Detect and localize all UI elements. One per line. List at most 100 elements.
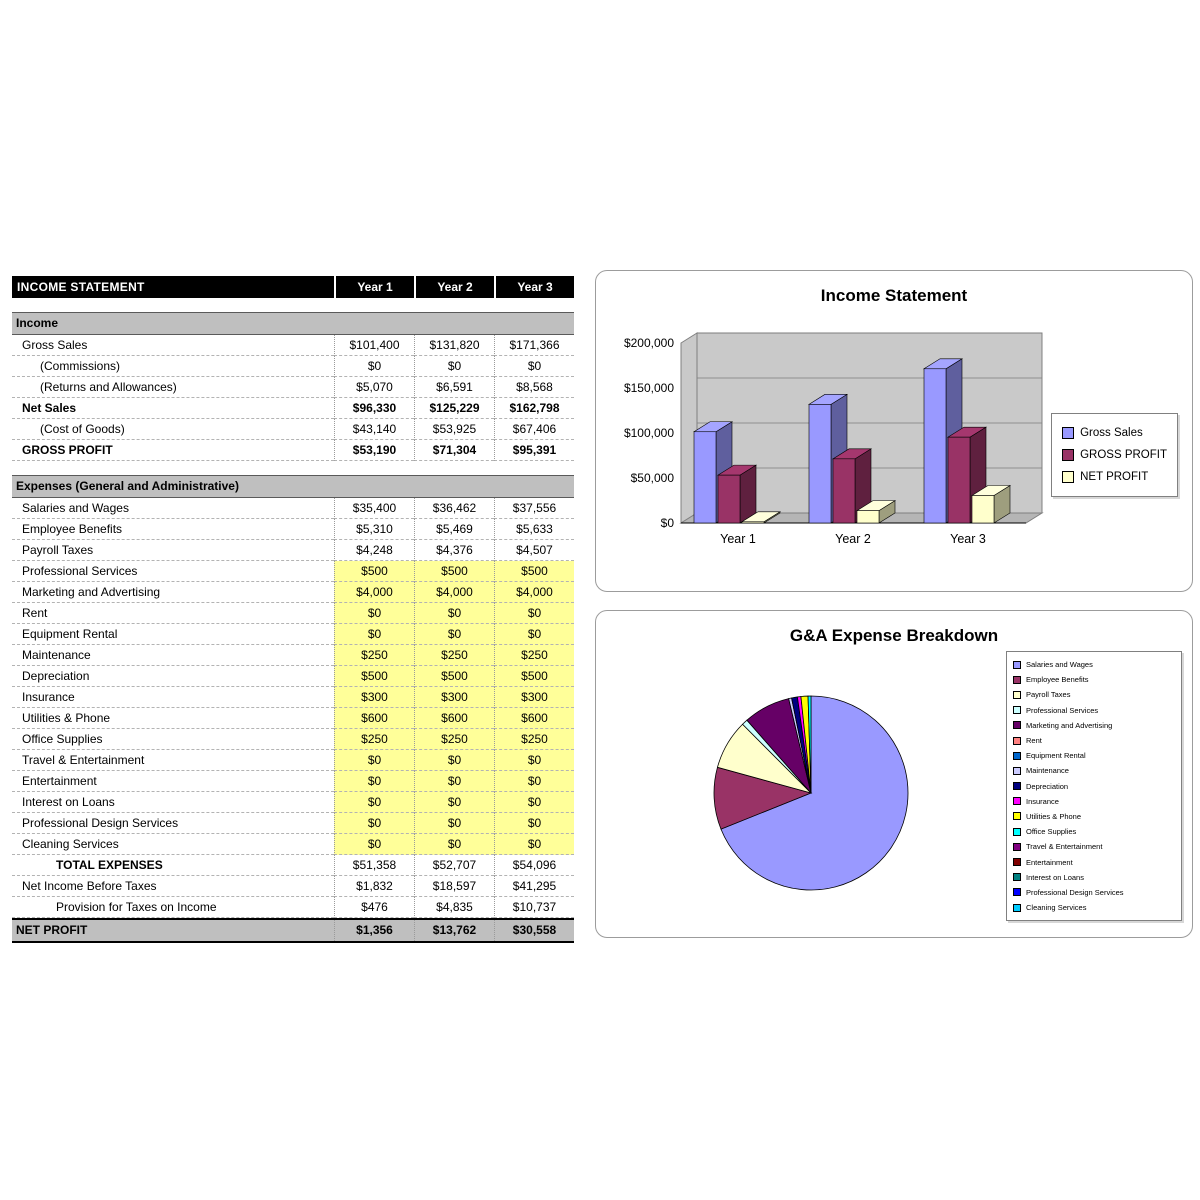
cell-value: $250 [494,729,574,750]
row-label: (Commissions) [12,356,334,377]
row-label: Depreciation [12,666,334,687]
legend-item: Professional Services [1013,703,1175,718]
row-label: Salaries and Wages [12,498,334,519]
cell-value: $300 [334,687,414,708]
cell-value: $125,229 [414,398,494,419]
cell-value: $0 [494,624,574,645]
cell-value: $500 [334,666,414,687]
table-row: Salaries and Wages $35,400 $36,462 $37,556 [12,498,574,519]
table-row: Maintenance $250 $250 $250 [12,645,574,666]
row-label: Net Sales [12,398,334,419]
cell-value: $53,925 [414,419,494,440]
cell-value: $0 [494,356,574,377]
legend-label: Equipment Rental [1026,751,1086,761]
cell-value: $0 [334,603,414,624]
row-label: Payroll Taxes [12,540,334,561]
legend-item: Maintenance [1013,763,1175,778]
cell-value: $1,356 [334,920,414,941]
spacer-row [12,461,574,475]
legend-item: Office Supplies [1013,824,1175,839]
table-row: Entertainment $0 $0 $0 [12,771,574,792]
cell-value: $500 [414,666,494,687]
svg-text:$100,000: $100,000 [624,426,674,440]
cell-value: $600 [494,708,574,729]
legend-item: Entertainment [1013,854,1175,869]
legend-label: Gross Sales [1080,427,1143,439]
legend-label: Travel & Entertainment [1026,842,1103,852]
row-label: Cleaning Services [12,834,334,855]
legend-label: Professional Services [1026,705,1099,715]
row-label: Insurance [12,687,334,708]
legend-label: Interest on Loans [1026,872,1084,882]
legend-item: Depreciation [1013,779,1175,794]
cell-value: $10,737 [494,897,574,918]
row-label: Entertainment [12,771,334,792]
svg-text:$50,000: $50,000 [631,471,675,485]
row-label: Expenses (General and Administrative) [16,479,239,493]
legend-item: Professional Design Services [1013,885,1175,900]
legend-item: Insurance [1013,794,1175,809]
legend-item: Salaries and Wages [1013,657,1175,672]
cell-value: $5,633 [494,519,574,540]
legend-item: Cleaning Services [1013,900,1175,915]
legend-label: Salaries and Wages [1026,660,1093,670]
cell-value: $5,310 [334,519,414,540]
cell-value: $0 [334,771,414,792]
table-row: (Commissions) $0 $0 $0 [12,356,574,377]
cell-value: $131,820 [414,335,494,356]
row-label: Professional Design Services [12,813,334,834]
bar-chart-title: Income Statement [820,286,968,305]
cell-value: $0 [494,750,574,771]
legend-swatch-icon [1013,812,1021,821]
legend-swatch-icon [1013,736,1021,745]
cell-value: $0 [334,834,414,855]
legend-label: Entertainment [1026,857,1073,867]
cell-value: $4,507 [494,540,574,561]
row-label: Utilities & Phone [12,708,334,729]
table-row: (Cost of Goods) $43,140 $53,925 $67,406 [12,419,574,440]
svg-text:$0: $0 [661,516,675,530]
legend-label: Cleaning Services [1026,903,1087,913]
cell-value: $600 [334,708,414,729]
cell-value: $5,070 [334,377,414,398]
legend-swatch-icon [1013,888,1021,897]
expense-breakdown-chart-panel: G&A Expense Breakdown Salaries and Wages… [595,610,1193,938]
legend-item: GROSS PROFIT [1062,444,1167,466]
cell-value: $4,835 [414,897,494,918]
legend-label: Insurance [1026,796,1059,806]
legend-item: Interest on Loans [1013,870,1175,885]
table-row: Employee Benefits $5,310 $5,469 $5,633 [12,519,574,540]
svg-text:Year 1: Year 1 [720,532,756,546]
table-row: Travel & Entertainment $0 $0 $0 [12,750,574,771]
table-row: Net Sales $96,330 $125,229 $162,798 [12,398,574,419]
row-label: NET PROFIT [16,923,88,937]
row-label: TOTAL EXPENSES [12,855,334,876]
cell-value: $101,400 [334,335,414,356]
cell-value: $13,762 [414,920,494,941]
cell-value: $41,295 [494,876,574,897]
legend-swatch-icon [1062,449,1075,461]
legend-swatch-icon [1013,706,1021,715]
legend-label: Maintenance [1026,766,1069,776]
pie-chart-legend: Salaries and Wages Employee Benefits Payro… [1006,651,1182,922]
legend-label: Professional Design Services [1026,887,1124,897]
legend-swatch-icon [1013,751,1021,760]
legend-item: Employee Benefits [1013,672,1175,687]
legend-swatch-icon [1013,827,1021,836]
legend-swatch-icon [1062,471,1075,483]
cell-value: $53,190 [334,440,414,461]
cell-value: $95,391 [494,440,574,461]
legend-label: GROSS PROFIT [1080,449,1167,461]
cell-value: $4,248 [334,540,414,561]
column-header-year1: Year 1 [334,276,414,298]
legend-item: Marketing and Advertising [1013,718,1175,733]
table-row: Provision for Taxes on Income $476 $4,835 $… [12,897,574,918]
cell-value: $0 [414,624,494,645]
cell-value: $96,330 [334,398,414,419]
cell-value: $250 [334,729,414,750]
legend-swatch-icon [1013,873,1021,882]
cell-value: $0 [334,750,414,771]
cell-value: $500 [494,561,574,582]
table-row: Net Income Before Taxes $1,832 $18,597 $41,… [12,876,574,897]
cell-value: $250 [414,729,494,750]
